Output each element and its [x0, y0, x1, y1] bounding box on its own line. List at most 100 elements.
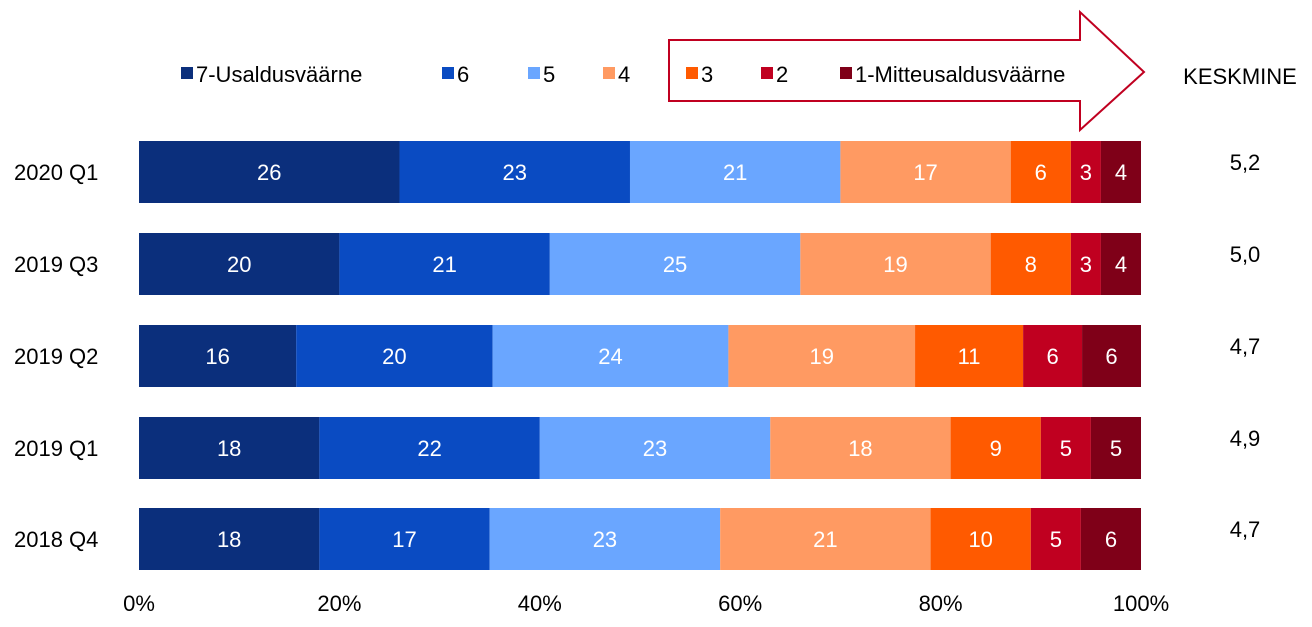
bar-segment	[296, 325, 493, 387]
data-label: 5	[1110, 436, 1122, 461]
data-label: 9	[990, 436, 1002, 461]
x-tick-label: 100%	[1113, 591, 1169, 616]
bar-segment	[1082, 325, 1141, 387]
x-tick-label: 20%	[317, 591, 361, 616]
data-label: 23	[503, 160, 527, 185]
bar-segment	[840, 141, 1011, 203]
data-label: 18	[217, 436, 241, 461]
legend-label: 3	[701, 62, 713, 87]
bar-segment	[139, 233, 340, 295]
bar-segment	[319, 508, 490, 570]
legend-label: 2	[776, 62, 788, 87]
data-label: 8	[1025, 252, 1037, 277]
data-label: 16	[205, 344, 229, 369]
average-value: 4,9	[1230, 426, 1261, 451]
data-label: 21	[432, 252, 456, 277]
data-label: 11	[958, 344, 981, 369]
data-label: 18	[217, 527, 241, 552]
legend-swatch	[181, 67, 193, 79]
data-label: 20	[382, 344, 406, 369]
bar-segment	[728, 325, 916, 387]
bar-segment	[139, 325, 297, 387]
x-axis: 0% 20% 40% 60% 80% 100%	[123, 591, 1169, 616]
data-label: 19	[809, 344, 833, 369]
data-label: 18	[848, 436, 872, 461]
legend-label: 6	[457, 62, 469, 87]
data-label: 17	[392, 527, 416, 552]
bar-segment	[489, 508, 721, 570]
bar-segment	[399, 141, 630, 203]
x-tick-label: 0%	[123, 591, 155, 616]
data-label: 20	[227, 252, 251, 277]
legend-label: 1-Mitteusaldusväärne	[855, 62, 1065, 87]
legend-swatch	[603, 67, 615, 79]
bar-segment	[539, 417, 771, 479]
average-value: 4,7	[1230, 334, 1261, 359]
data-label: 23	[643, 436, 667, 461]
legend-arrow-annotation	[668, 9, 1146, 133]
average-value: 5,0	[1230, 242, 1261, 267]
legend-label: 5	[543, 62, 555, 87]
data-label: 3	[1080, 252, 1092, 277]
bar-segment	[1080, 508, 1141, 570]
data-label: 4	[1115, 160, 1127, 185]
legend-swatch	[528, 67, 540, 79]
bar-segment	[1070, 233, 1101, 295]
category-label: 2019 Q2	[14, 344, 98, 369]
data-label: 25	[663, 252, 687, 277]
bar-segment	[1030, 508, 1081, 570]
category-label: 2019 Q3	[14, 252, 98, 277]
category-label: 2020 Q1	[14, 160, 98, 185]
legend-swatch	[840, 67, 852, 79]
bar-segment	[1040, 417, 1091, 479]
data-label: 5	[1050, 527, 1062, 552]
bar-segment	[139, 508, 320, 570]
bar-segment	[915, 325, 1024, 387]
bar-segment	[1100, 141, 1141, 203]
bar-segment	[319, 417, 540, 479]
legend-label: 7-Usaldusväärne	[196, 62, 362, 87]
data-label: 23	[593, 527, 617, 552]
bar-segment	[492, 325, 729, 387]
legend-swatch	[442, 67, 454, 79]
bar-segment	[1100, 233, 1141, 295]
bar-segment	[1023, 325, 1083, 387]
bar-segment	[800, 233, 991, 295]
data-label: 21	[723, 160, 747, 185]
bar-segment	[139, 141, 400, 203]
average-column-header: KESKMINE	[1183, 64, 1297, 89]
bar-segment	[1010, 141, 1071, 203]
bar-segment	[950, 417, 1041, 479]
bar-segment	[139, 417, 320, 479]
data-label: 3	[1080, 160, 1092, 185]
data-label: 24	[598, 344, 622, 369]
legend-swatch	[686, 67, 698, 79]
data-label: 6	[1105, 344, 1117, 369]
data-label: 6	[1046, 344, 1058, 369]
legend-arrow-outline	[668, 9, 1146, 133]
bar-segment	[720, 508, 931, 570]
category-label: 2018 Q4	[14, 527, 98, 552]
data-label: 21	[813, 527, 837, 552]
x-tick-label: 40%	[518, 591, 562, 616]
bar-segment	[1090, 417, 1141, 479]
data-label: 10	[968, 527, 992, 552]
x-tick-label: 60%	[718, 591, 762, 616]
bar-segment	[549, 233, 801, 295]
data-label: 4	[1115, 252, 1127, 277]
data-label: 6	[1035, 160, 1047, 185]
bar-segment	[990, 233, 1071, 295]
bar-segment	[339, 233, 550, 295]
average-value: 4,7	[1230, 517, 1261, 542]
data-label: 19	[883, 252, 907, 277]
data-label: 5	[1060, 436, 1072, 461]
bar-segment	[1070, 141, 1101, 203]
bar-segment	[770, 417, 951, 479]
x-tick-label: 80%	[919, 591, 963, 616]
data-label: 26	[257, 160, 281, 185]
legend: 7-Usaldusväärne 6 5 4 3 2 1-Mitteusaldusväärne	[181, 62, 1065, 87]
data-label: 22	[417, 436, 441, 461]
average-value: 5,2	[1230, 150, 1261, 175]
